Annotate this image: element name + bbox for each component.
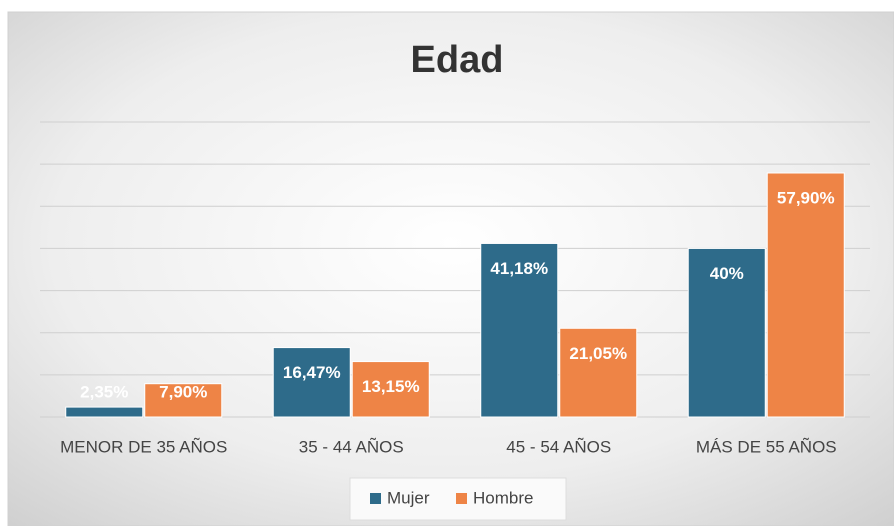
data-label: 41,18%: [490, 259, 548, 278]
bar: [559, 327, 638, 418]
legend-swatch: [370, 493, 381, 504]
bar: [272, 347, 351, 418]
bar: [480, 242, 559, 418]
legend-label: Hombre: [473, 488, 533, 507]
x-tick-label: MENOR DE 35 AÑOS: [60, 437, 227, 456]
data-label: 21,05%: [569, 344, 627, 363]
x-tick-label: 35 - 44 AÑOS: [299, 437, 404, 456]
data-label: 57,90%: [777, 188, 835, 207]
bar: [766, 172, 845, 418]
x-tick-label: MÁS DE 55 AÑOS: [696, 437, 837, 456]
data-label: 7,90%: [159, 382, 207, 401]
bar: [687, 247, 766, 418]
data-label: 16,47%: [283, 363, 341, 382]
chart-title: Edad: [411, 39, 504, 81]
bar: [351, 361, 430, 418]
data-label: 40%: [710, 264, 744, 283]
legend-label: Mujer: [387, 488, 430, 507]
legend-swatch: [456, 493, 467, 504]
x-tick-label: 45 - 54 AÑOS: [506, 437, 611, 456]
bar: [144, 383, 223, 418]
data-label: 2,35%: [80, 382, 128, 401]
bar: [65, 406, 144, 418]
data-label: 13,15%: [362, 377, 420, 396]
